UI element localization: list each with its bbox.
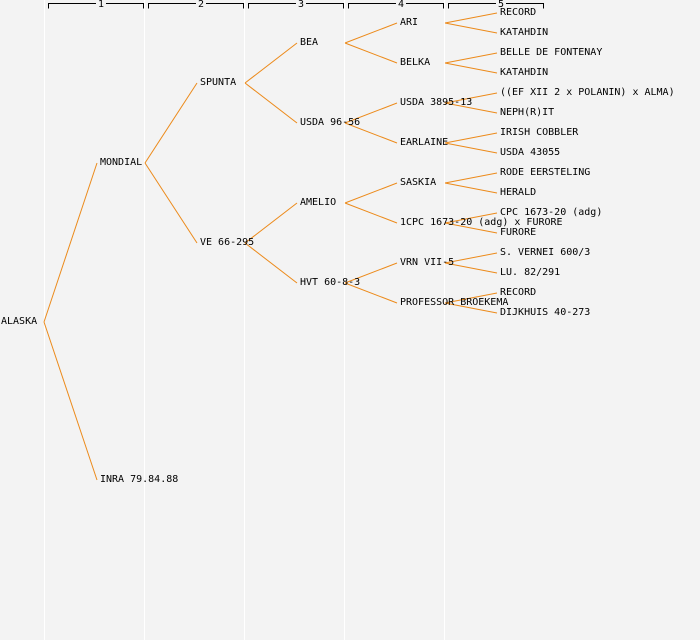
pedigree-edge: [444, 302, 498, 314]
pedigree-node-record2[interactable]: RECORD: [500, 287, 537, 298]
pedigree-node-usda43055[interactable]: USDA 43055: [500, 147, 561, 158]
pedigree-edge: [444, 12, 498, 24]
pedigree-node-katahdin2[interactable]: KATAHDIN: [500, 67, 549, 78]
pedigree-edge: [444, 102, 498, 114]
generation-header-label: 5: [495, 0, 507, 10]
pedigree-node-furore[interactable]: FURORE: [500, 227, 537, 238]
pedigree-edge: [444, 92, 498, 104]
pedigree-node-irish[interactable]: IRISH COBBLER: [500, 127, 579, 138]
pedigree-node-efxii[interactable]: ((EF XII 2 x POLANIN) x ALMA): [500, 87, 675, 98]
pedigree-node-ari[interactable]: ARI: [400, 17, 419, 28]
pedigree-edge: [344, 22, 398, 44]
pedigree-edge: [444, 262, 498, 274]
pedigree-node-rode[interactable]: RODE EERSTELING: [500, 167, 591, 178]
pedigree-edge: [344, 42, 398, 64]
pedigree-edge: [444, 252, 498, 264]
pedigree-node-inra[interactable]: INRA 79.84.88: [100, 474, 179, 485]
pedigree-edge: [43, 162, 98, 323]
pedigree-node-nephrit[interactable]: NEPH(R)IT: [500, 107, 555, 118]
pedigree-node-lu82[interactable]: LU. 82/291: [500, 267, 561, 278]
pedigree-node-belle[interactable]: BELLE DE FONTENAY: [500, 47, 603, 58]
pedigree-node-katahdin1[interactable]: KATAHDIN: [500, 27, 549, 38]
pedigree-node-usda3895[interactable]: USDA 3895-13: [400, 97, 473, 108]
pedigree-node-alaska[interactable]: ALASKA: [1, 316, 38, 327]
pedigree-node-svernei[interactable]: S. VERNEI 600/3: [500, 247, 591, 258]
pedigree-node-ve66[interactable]: VE 66-295: [200, 237, 255, 248]
pedigree-edge: [244, 242, 298, 284]
pedigree-edge: [444, 132, 498, 144]
pedigree-edge: [444, 182, 498, 194]
pedigree-edge: [144, 162, 198, 244]
pedigree-edge: [444, 52, 498, 64]
pedigree-edge: [444, 292, 498, 304]
pedigree-edge: [344, 122, 398, 144]
pedigree-node-belka[interactable]: BELKA: [400, 57, 431, 68]
pedigree-node-hvt[interactable]: HVT 60-8-3: [300, 277, 361, 288]
pedigree-node-cpc1673[interactable]: CPC 1673-20 (adg): [500, 207, 603, 218]
pedigree-edge: [244, 202, 298, 244]
pedigree-node-cpcxfurore[interactable]: 1CPC 1673-20 (adg) x FURORE: [400, 217, 563, 228]
generation-header-label: 1: [95, 0, 107, 10]
pedigree-edge: [444, 142, 498, 154]
pedigree-edge: [444, 22, 498, 34]
pedigree-node-herald[interactable]: HERALD: [500, 187, 537, 198]
pedigree-edge: [244, 82, 298, 124]
pedigree-node-broekema[interactable]: PROFESSOR BROEKEMA: [400, 297, 509, 308]
pedigree-node-usda9656[interactable]: USDA 96-56: [300, 117, 361, 128]
pedigree-node-vrn[interactable]: VRN VII-5: [400, 257, 455, 268]
pedigree-edge: [144, 82, 198, 164]
pedigree-node-mondial[interactable]: MONDIAL: [100, 157, 143, 168]
pedigree-node-amelio[interactable]: AMELIO: [300, 197, 337, 208]
pedigree-node-earlaine[interactable]: EARLAINE: [400, 137, 449, 148]
pedigree-edge: [344, 282, 398, 304]
pedigree-edge: [244, 42, 298, 84]
pedigree-edge: [344, 202, 398, 224]
pedigree-node-record1[interactable]: RECORD: [500, 7, 537, 18]
pedigree-edge: [344, 102, 398, 124]
pedigree-node-spunta[interactable]: SPUNTA: [200, 77, 237, 88]
generation-header-label: 2: [195, 0, 207, 10]
pedigree-edge: [444, 212, 498, 224]
pedigree-edge: [344, 182, 398, 204]
generation-header-label: 3: [295, 0, 307, 10]
pedigree-edge: [444, 222, 498, 234]
pedigree-edge: [444, 62, 498, 74]
pedigree-edge: [444, 172, 498, 184]
pedigree-node-bea[interactable]: BEA: [300, 37, 319, 48]
generation-header-label: 4: [395, 0, 407, 10]
pedigree-edge: [344, 262, 398, 284]
pedigree-node-saskia[interactable]: SASKIA: [400, 177, 437, 188]
pedigree-node-dijkhuis[interactable]: DIJKHUIS 40-273: [500, 307, 591, 318]
pedigree-edge: [43, 321, 98, 481]
